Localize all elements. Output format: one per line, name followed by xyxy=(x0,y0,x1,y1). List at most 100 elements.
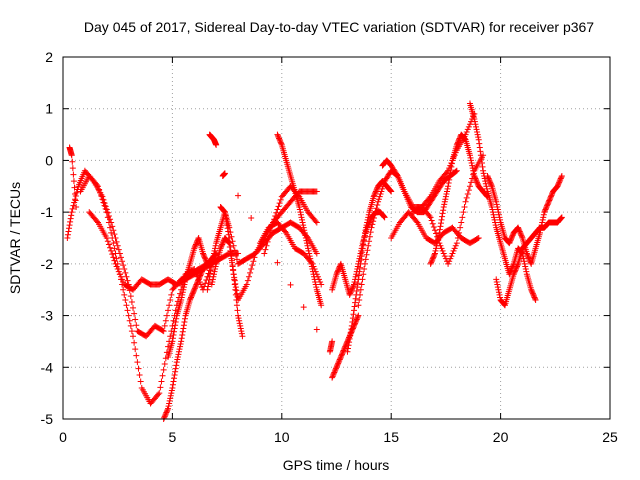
data-point xyxy=(102,205,109,212)
data-point xyxy=(472,121,479,128)
data-point xyxy=(112,250,119,257)
data-point xyxy=(474,128,481,135)
data-point xyxy=(528,286,535,293)
data-point xyxy=(370,193,377,200)
data-point xyxy=(296,203,303,210)
data-point xyxy=(124,277,131,284)
data-point xyxy=(435,235,442,241)
data-point xyxy=(433,245,440,252)
data-point xyxy=(352,320,359,327)
data-point xyxy=(373,185,380,192)
data-point xyxy=(439,210,446,217)
data-point xyxy=(469,162,476,169)
x-tick-label: 20 xyxy=(493,429,509,445)
data-point xyxy=(232,280,239,287)
data-point xyxy=(475,136,482,143)
data-point xyxy=(277,138,284,145)
data-point xyxy=(379,183,386,190)
data-point xyxy=(545,198,552,205)
data-point xyxy=(466,152,473,159)
data-point xyxy=(507,236,514,243)
data-point xyxy=(429,256,436,263)
data-point xyxy=(234,307,241,314)
data-point xyxy=(515,224,522,231)
data-point xyxy=(172,319,179,326)
data-point xyxy=(506,238,513,245)
data-point xyxy=(462,136,469,143)
data-point xyxy=(496,291,503,298)
data-point xyxy=(191,245,198,252)
data-point xyxy=(447,170,454,177)
data-point xyxy=(268,223,275,230)
series-track-21 xyxy=(466,100,539,304)
y-tick-label: 1 xyxy=(45,101,53,117)
data-point xyxy=(193,240,200,247)
data-point xyxy=(187,294,194,301)
data-point xyxy=(238,328,245,335)
data-point xyxy=(468,160,475,167)
data-point xyxy=(217,245,224,252)
data-point xyxy=(204,283,211,290)
data-point xyxy=(126,317,133,324)
data-point xyxy=(248,214,255,221)
data-point xyxy=(494,206,501,213)
data-point xyxy=(237,325,244,332)
data-point xyxy=(354,313,361,320)
data-point xyxy=(243,281,250,288)
data-point xyxy=(461,203,468,210)
data-point xyxy=(117,254,124,261)
data-point xyxy=(478,156,485,163)
data-point xyxy=(387,187,394,194)
data-point xyxy=(300,304,307,311)
y-tick-label: -2 xyxy=(41,256,54,272)
data-point xyxy=(546,196,553,203)
data-point xyxy=(114,266,121,273)
data-point xyxy=(475,134,482,141)
data-point xyxy=(361,233,368,240)
data-point xyxy=(440,203,447,210)
data-point xyxy=(491,216,498,223)
data-point xyxy=(178,335,185,342)
data-point xyxy=(521,260,528,267)
data-point xyxy=(355,272,362,279)
data-point xyxy=(351,307,358,314)
data-point xyxy=(439,213,446,220)
data-point xyxy=(307,258,314,265)
data-point xyxy=(261,237,268,244)
data-point xyxy=(413,218,420,225)
data-point xyxy=(313,219,320,226)
data-point xyxy=(271,216,278,223)
series-track-25 xyxy=(219,170,336,355)
data-point xyxy=(476,140,483,147)
data-point xyxy=(522,263,529,270)
data-point xyxy=(474,235,481,242)
data-point xyxy=(543,205,550,212)
data-point xyxy=(558,172,565,179)
data-point xyxy=(333,271,340,278)
data-point xyxy=(494,203,501,210)
data-point xyxy=(107,224,114,231)
data-point xyxy=(543,203,550,210)
data-point xyxy=(514,263,521,270)
data-point xyxy=(229,257,236,264)
data-point xyxy=(191,285,198,292)
data-point xyxy=(114,242,121,249)
data-point xyxy=(489,209,496,216)
data-point xyxy=(337,353,344,360)
data-point xyxy=(456,229,463,236)
data-point xyxy=(160,366,167,373)
data-point xyxy=(465,187,472,194)
data-point xyxy=(485,175,492,182)
data-point xyxy=(264,238,271,245)
data-point xyxy=(195,276,202,283)
data-point xyxy=(511,268,518,275)
data-point xyxy=(447,255,454,262)
data-point xyxy=(227,248,234,255)
data-point xyxy=(442,193,449,200)
data-point xyxy=(70,171,77,178)
data-point xyxy=(101,202,108,209)
data-point xyxy=(178,338,185,345)
data-point xyxy=(273,209,280,216)
data-point xyxy=(233,297,240,304)
data-point xyxy=(346,335,353,342)
